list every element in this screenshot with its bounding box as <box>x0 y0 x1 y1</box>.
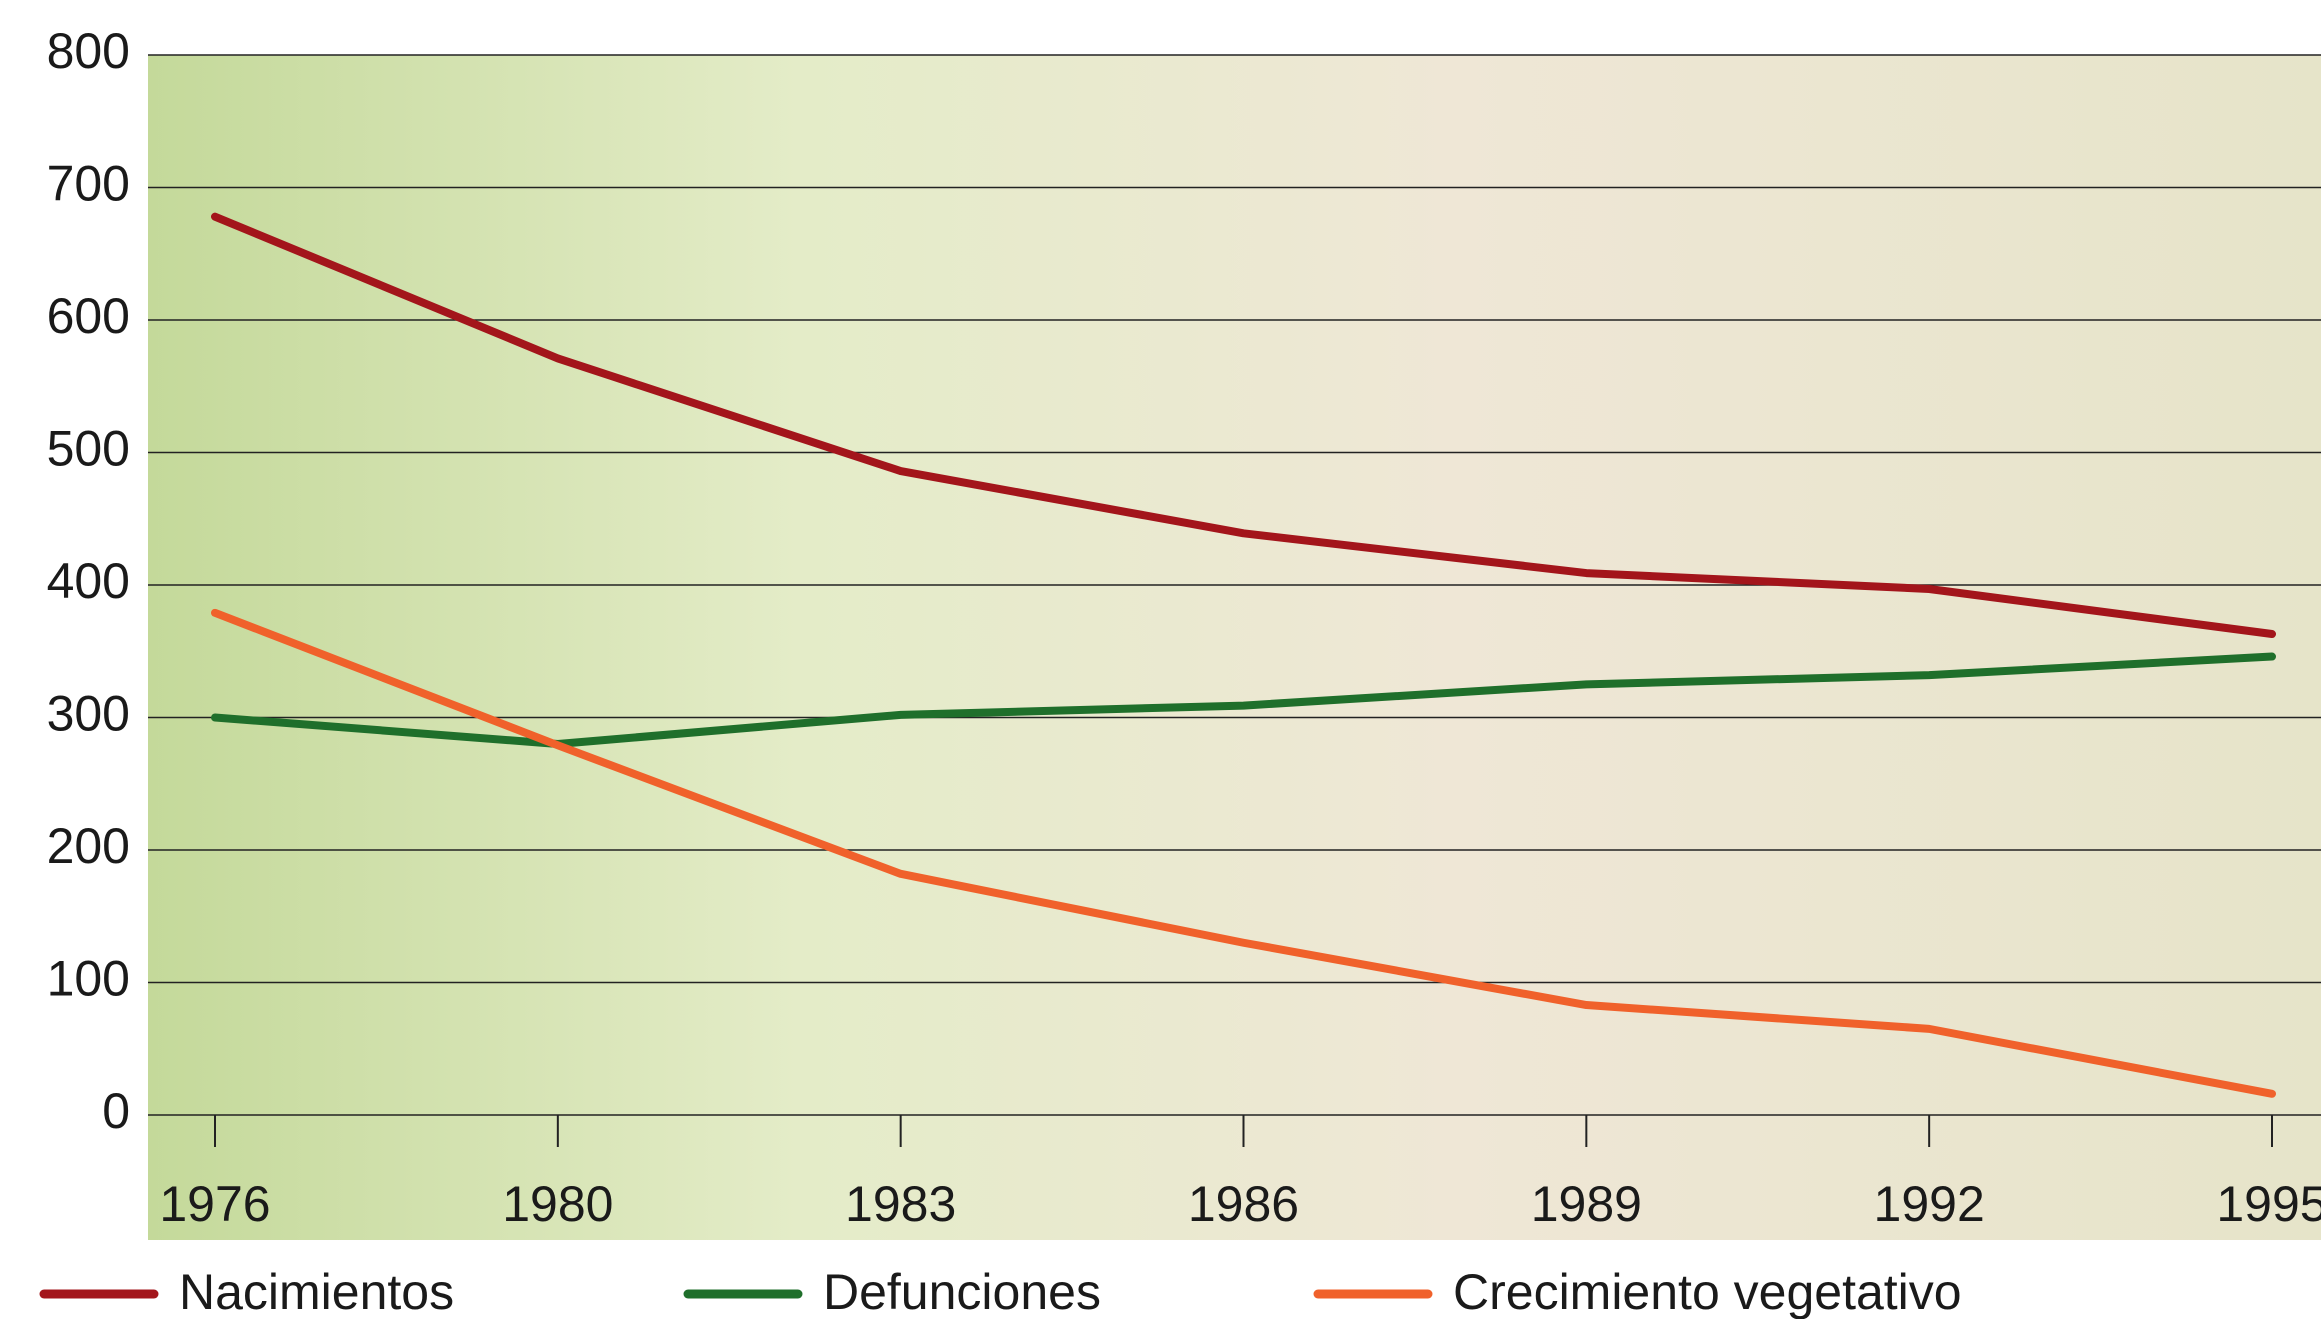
y-tick-label: 100 <box>47 951 130 1007</box>
x-tick-label: 1989 <box>1531 1176 1642 1232</box>
series-line <box>211 608 2276 1098</box>
y-tick-label: 600 <box>47 288 130 344</box>
x-tick-label: 1980 <box>502 1176 613 1232</box>
x-tick-label: 1976 <box>159 1176 270 1232</box>
x-tick-label: 1992 <box>1874 1176 1985 1232</box>
y-tick-label: 0 <box>102 1083 130 1139</box>
y-tick-label: 500 <box>47 421 130 477</box>
y-tick-label: 300 <box>47 686 130 742</box>
x-tick-label: 1983 <box>845 1176 956 1232</box>
legend-label: Defunciones <box>823 1264 1101 1319</box>
y-tick-label: 400 <box>47 553 130 609</box>
y-tick-label: 700 <box>47 156 130 212</box>
y-tick-label: 200 <box>47 818 130 874</box>
x-tick-label: 1995 <box>2216 1176 2321 1232</box>
plot-background <box>148 55 2321 1240</box>
legend-label: Nacimientos <box>179 1264 454 1319</box>
x-tick-label: 1986 <box>1188 1176 1299 1232</box>
y-tick-label: 800 <box>47 23 130 79</box>
legend-label: Crecimiento vegetativo <box>1453 1264 1962 1319</box>
series-line <box>211 212 2276 639</box>
